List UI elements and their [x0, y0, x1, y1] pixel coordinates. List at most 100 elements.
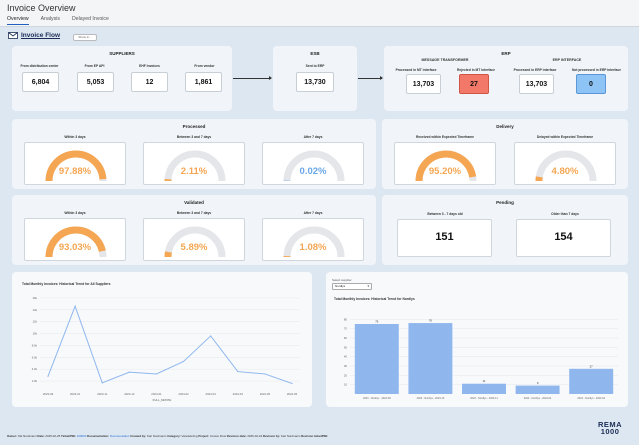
y-tick-label: 14k: [32, 308, 37, 312]
y-tick-label: 2.0k: [32, 379, 38, 383]
gauge-box: 5.89%: [143, 218, 245, 261]
gauge-value: 97.88%: [58, 166, 92, 177]
data-point: [182, 360, 185, 363]
tab-delayed-invoice[interactable]: Delayed Invoice: [71, 16, 109, 22]
show-in-button[interactable]: Show in...: [73, 34, 97, 41]
gauge-track: [535, 150, 597, 182]
gauge-arc: [535, 150, 597, 182]
message-transformer-title: MESSAGE TRANSFORMER: [421, 58, 469, 62]
tab-overview[interactable]: Overview: [7, 16, 29, 25]
gauge-arc: [164, 226, 226, 258]
gauge-arc: [45, 226, 107, 258]
gauge-label: After 7 days: [303, 211, 323, 215]
gauge-value: 2.11%: [180, 166, 208, 177]
flow-title[interactable]: Invoice Flow: [21, 32, 61, 39]
chart-title: Total Monthly Invoices: Historical Trend…: [334, 297, 415, 301]
footer-value: Kari Nordmann: [280, 434, 302, 438]
footer-key: Category:: [167, 434, 182, 438]
footer-value: 2025-02-24: [247, 434, 263, 438]
footer-key: Documentation:: [87, 434, 110, 438]
footer-key: Owner:: [7, 434, 18, 438]
data-point: [291, 382, 293, 385]
bar-value-label: 76: [429, 319, 433, 323]
validated-panel: Validated Within 3 days 93.03% Between 3 …: [12, 195, 376, 265]
supplier-label: From vendor: [194, 64, 215, 68]
y-tick-label: 80: [344, 317, 348, 321]
gauge-card: Within 3 days 93.03%: [18, 207, 132, 263]
flow-heading: Invoice Flow: [8, 32, 60, 39]
bar-value-label: 9: [537, 381, 539, 385]
bar[interactable]: [515, 385, 560, 394]
y-tick-label: 10k: [32, 332, 37, 336]
data-point: [47, 375, 49, 377]
pending-value: 154: [554, 231, 573, 243]
y-tick-label: 8.0k: [32, 343, 38, 347]
y-tick-label: 16k: [32, 296, 37, 300]
esb-value: 13,730: [296, 72, 334, 92]
processed-title: Processed: [182, 124, 206, 129]
validated-title: Validated: [184, 200, 204, 205]
data-point: [74, 305, 76, 307]
x-tick-label: 2024-03: [206, 392, 217, 396]
gauge-value: 5.89%: [180, 242, 208, 253]
erp-interface-title: ERP INTERFACE: [552, 58, 582, 62]
gauge-track: [164, 226, 226, 258]
pending-panel: Pending Between 3 - 7 days old 151 Older…: [382, 195, 628, 265]
tab-bar: Overview Analysis Delayed Invoice: [7, 16, 109, 25]
gauge-arc: [283, 150, 345, 182]
footer-key: Revision ticket/PBI:: [301, 434, 329, 438]
x-axis-label: FULL_MONTH: [153, 398, 172, 402]
supplier-label: From EP API: [84, 64, 105, 68]
footer-value: Invoice Flow: [209, 434, 227, 438]
x-tick-label: 2023 - Nordlys - 2023-10: [417, 397, 445, 400]
footer-value: Kari Nordmann: [146, 434, 168, 438]
bar[interactable]: [354, 324, 399, 394]
pending-label: Between 3 - 7 days old: [427, 212, 463, 216]
y-tick-label: 12k: [32, 320, 37, 324]
erp-title: ERP: [501, 51, 511, 56]
gauge-card: Between 3 and 7 days 2.11%: [137, 131, 251, 187]
chevron-down-icon: ▾: [367, 284, 369, 288]
gauge-track: [283, 226, 345, 258]
brand-line2: 1000: [600, 427, 620, 436]
supplier-value: 5,053: [77, 72, 114, 92]
footer-value[interactable]: Documentation: [109, 434, 131, 438]
x-tick-label: 2023-09: [43, 392, 54, 396]
gauge-fill: [45, 226, 106, 258]
x-tick-label: 2024-01: [151, 392, 162, 396]
gauge-label: Between 3 and 7 days: [176, 135, 212, 139]
footer-key: Created by:: [130, 434, 147, 438]
mt-processed-value: 13,703: [406, 74, 441, 94]
supplier-value: 6,804: [22, 72, 59, 92]
supplier-value: 12: [131, 72, 168, 92]
pending-label: Older than 7 days: [551, 212, 579, 216]
x-tick-label: 2023-10: [70, 392, 81, 396]
mt-rejected-label: Rejected in MT interface: [457, 68, 495, 72]
x-tick-label: 2023-11: [97, 392, 108, 396]
x-tick-label: 2024-04: [233, 392, 244, 396]
top-bar: Invoice Overview Overview Analysis Delay…: [0, 0, 639, 27]
tab-analysis[interactable]: Analysis: [40, 16, 60, 22]
footer-value[interactable]: 100000: [76, 434, 88, 438]
x-tick-label: 2024 - Nordlys - 2024-01: [524, 397, 552, 400]
bar-chart[interactable]: Total Monthly Invoices: Historical Trend…: [326, 272, 628, 407]
line-chart[interactable]: Total Monthly Invoices: Historical Trend…: [12, 272, 312, 407]
y-tick-label: 70: [344, 327, 348, 331]
gauge-box: 97.88%: [24, 142, 126, 185]
bar[interactable]: [462, 383, 506, 394]
bar[interactable]: [408, 323, 453, 394]
supplier-select[interactable]: Nordlys ▾: [332, 283, 372, 290]
y-tick-label: 60: [344, 336, 348, 340]
y-tick-label: 50: [344, 345, 348, 349]
flow-arrow: [358, 76, 383, 80]
data-point: [237, 370, 239, 373]
bar[interactable]: [569, 368, 614, 394]
supplier-label: EHF Invoices: [139, 64, 160, 68]
bar-chart-panel: Select supplier Nordlys ▾ Total Monthly …: [326, 272, 628, 407]
flow-arrow: [233, 76, 272, 80]
footer-key: Ticket/PBI:: [61, 434, 77, 438]
x-tick-label: 2023-12: [124, 392, 135, 396]
select-supplier-label: Select supplier: [332, 278, 352, 282]
supplier-select-value: Nordlys: [335, 284, 346, 288]
gauge-value: 0.02%: [299, 166, 327, 177]
